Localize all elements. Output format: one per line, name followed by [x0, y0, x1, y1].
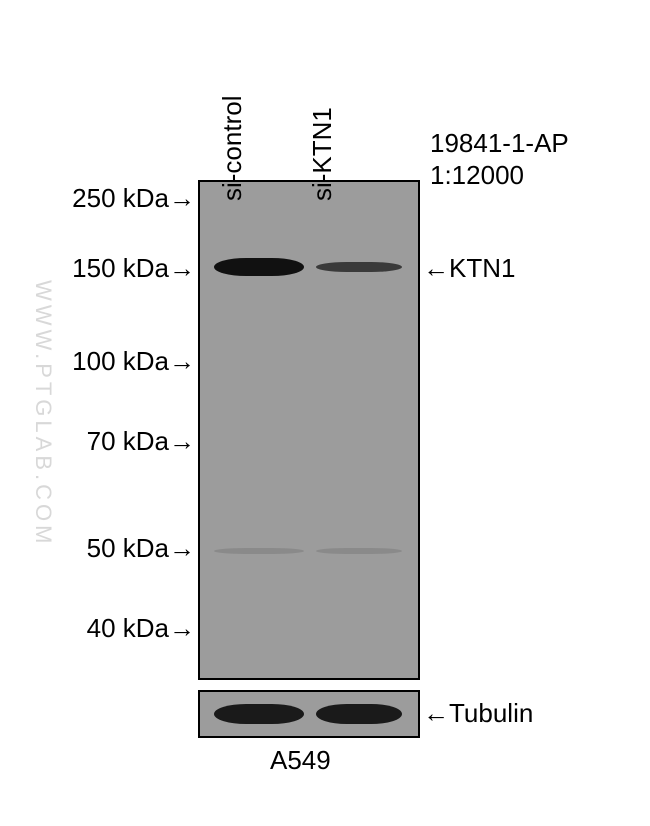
- label-ktn1-text: KTN1: [449, 253, 515, 283]
- label-ktn1: ←KTN1: [423, 253, 515, 284]
- mw-70: 70 kDa→: [40, 426, 195, 457]
- mw-40: 40 kDa→: [40, 613, 195, 644]
- mw-100-text: 100 kDa: [72, 346, 169, 376]
- cell-line-label: A549: [270, 745, 331, 776]
- arrow-right-icon: →: [169, 426, 195, 457]
- mw-70-text: 70 kDa: [87, 426, 169, 456]
- band-tubulin-lane1: [214, 704, 304, 724]
- band-ktn1-siktn1: [316, 262, 402, 272]
- label-tubulin-text: Tubulin: [449, 698, 533, 728]
- arrow-right-icon: →: [169, 253, 195, 284]
- mw-50: 50 kDa→: [40, 533, 195, 564]
- mw-150: 150 kDa→: [40, 253, 195, 284]
- antibody-dilution: 1:12000: [430, 160, 524, 191]
- arrow-right-icon: →: [169, 183, 195, 214]
- label-tubulin: ←Tubulin: [423, 698, 533, 729]
- band-tubulin-lane2: [316, 704, 402, 724]
- band-faint-50k-lane2: [316, 548, 402, 554]
- band-faint-50k-lane1: [214, 548, 304, 554]
- mw-100: 100 kDa→: [40, 346, 195, 377]
- arrow-left-icon: ←: [423, 698, 449, 729]
- blot-main-panel: [198, 180, 420, 680]
- mw-250: 250 kDa→: [40, 183, 195, 214]
- mw-50-text: 50 kDa: [87, 533, 169, 563]
- western-blot-figure: WWW.PTGLAB.COM 250 kDa→ 150 kDa→ 100 kDa…: [0, 0, 650, 826]
- arrow-right-icon: →: [169, 613, 195, 644]
- watermark-text: WWW.PTGLAB.COM: [30, 280, 56, 547]
- arrow-right-icon: →: [169, 533, 195, 564]
- antibody-catalog: 19841-1-AP: [430, 128, 569, 159]
- lane-label-siktn1: si-KTN1: [307, 107, 338, 201]
- mw-150-text: 150 kDa: [72, 253, 169, 283]
- band-ktn1-sicontrol: [214, 258, 304, 276]
- arrow-left-icon: ←: [423, 253, 449, 284]
- mw-250-text: 250 kDa: [72, 183, 169, 213]
- mw-40-text: 40 kDa: [87, 613, 169, 643]
- arrow-right-icon: →: [169, 346, 195, 377]
- lane-label-sicontrol: si-control: [217, 96, 248, 201]
